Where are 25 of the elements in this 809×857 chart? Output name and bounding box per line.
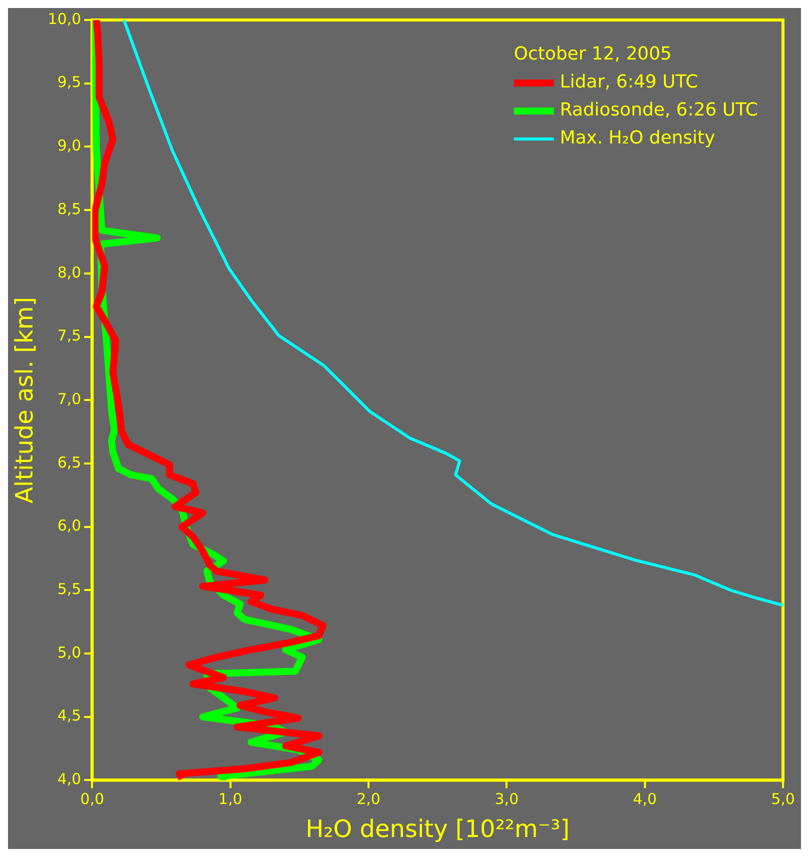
x-tick-label: 3,0	[494, 790, 519, 808]
y-tick-label: 9,5	[57, 73, 82, 92]
y-tick-label: 8,0	[57, 263, 82, 282]
y-tick-label: 6,0	[57, 516, 82, 535]
y-tick-label: 5,5	[57, 580, 82, 598]
y-tick-label: 7,0	[57, 390, 82, 408]
x-tick-label: 0,0	[80, 790, 104, 808]
y-tick-label: 9,0	[57, 136, 82, 155]
y-tick-label: 7,5	[57, 326, 82, 345]
x-axis-title: H₂O density [10²²m⁻³]	[306, 814, 570, 843]
legend-label: Radiosonde, 6:26 UTC	[560, 100, 758, 121]
x-tick-label: 4,0	[632, 790, 657, 808]
y-tick-label: 10,0	[48, 10, 82, 28]
legend-label: Max. H₂O density	[560, 128, 716, 149]
legend-title: October 12, 2005	[514, 44, 672, 65]
y-tick-label: 5,0	[57, 643, 82, 662]
y-tick-label: 4,5	[57, 706, 82, 725]
y-tick-label: 4,0	[57, 770, 82, 788]
x-tick-label: 5,0	[771, 790, 795, 808]
y-axis-title: Altitude asl. [km]	[10, 296, 39, 504]
y-tick-label: 6,5	[57, 453, 82, 472]
x-tick-label: 1,0	[218, 790, 242, 808]
x-tick-label: 2,0	[356, 790, 380, 808]
legend-label: Lidar, 6:49 UTC	[560, 72, 698, 93]
y-tick-label: 8,5	[57, 200, 82, 218]
